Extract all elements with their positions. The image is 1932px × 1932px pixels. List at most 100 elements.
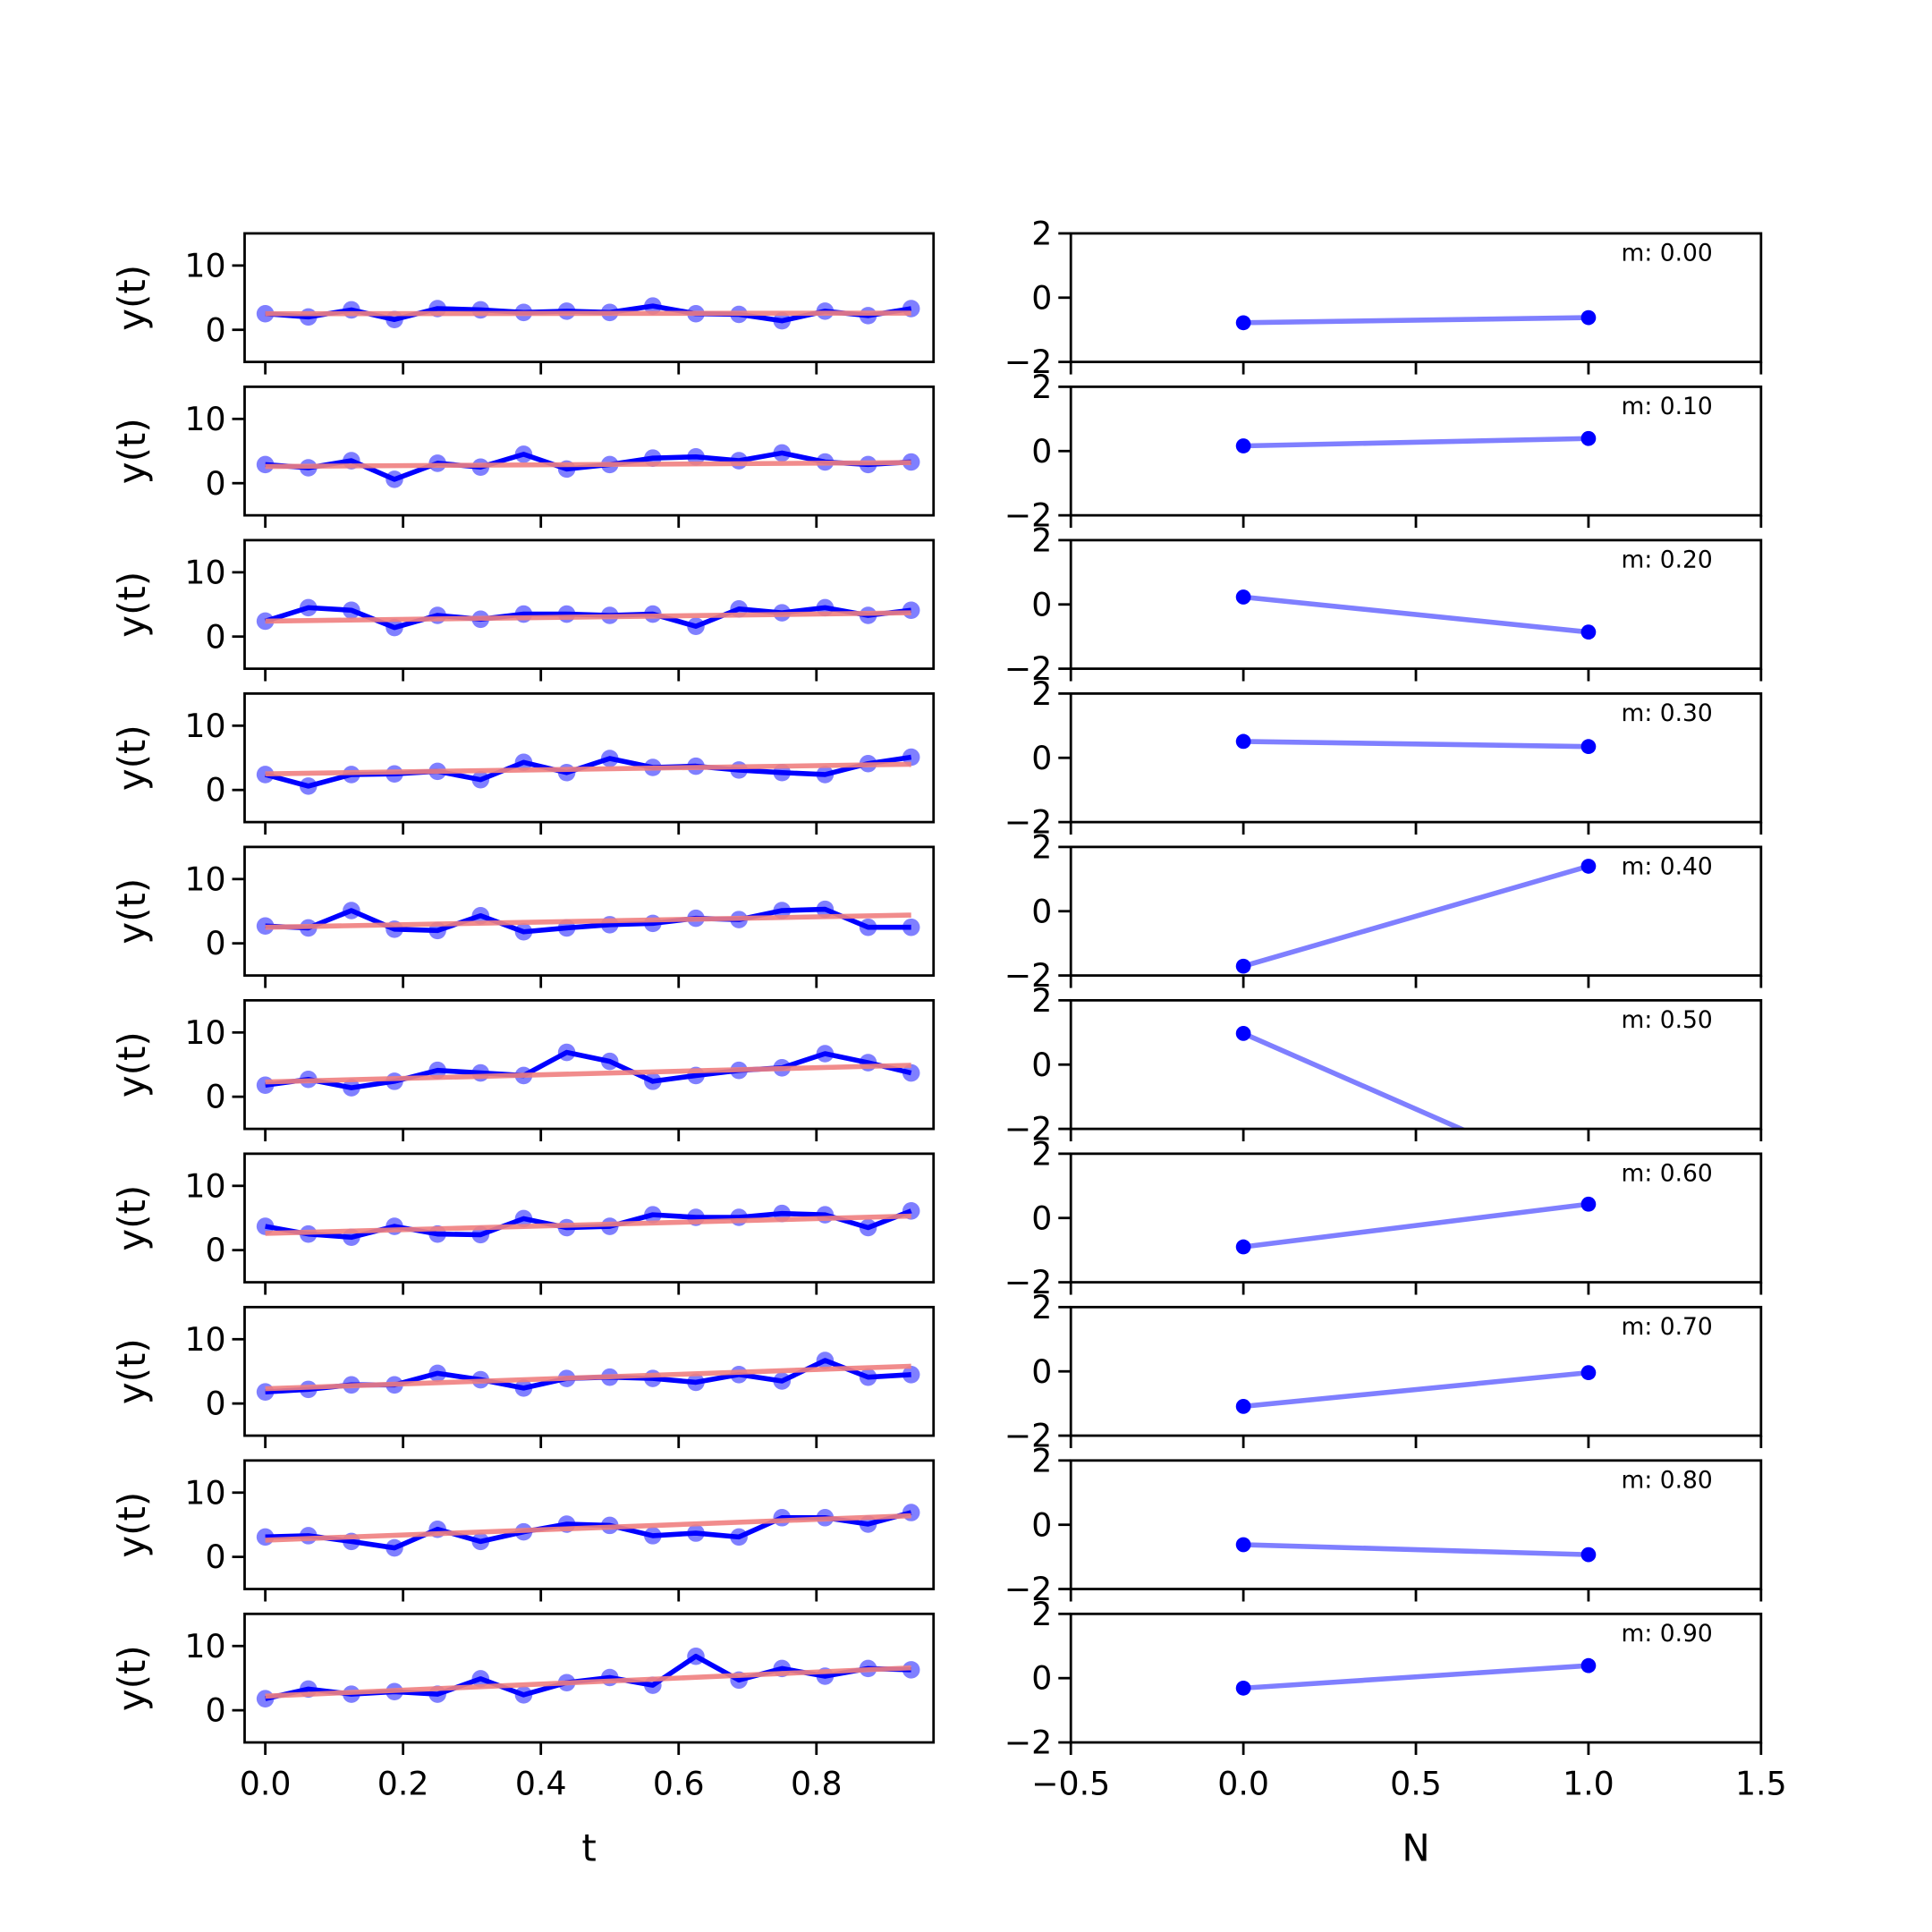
y-tick-label: 10	[184, 1166, 225, 1205]
data-point	[256, 1076, 275, 1094]
y-tick-label: 2	[1031, 1595, 1052, 1633]
annotation: m: 0.70	[1622, 1313, 1713, 1341]
data-point	[687, 617, 705, 635]
data-point	[514, 753, 533, 772]
y-tick-label: 10	[184, 1013, 225, 1052]
y-axis-label: y(t)	[110, 572, 154, 638]
data-line	[1242, 1369, 1589, 1410]
fit-line	[265, 912, 911, 930]
data-line	[1243, 1542, 1589, 1557]
data-point	[256, 766, 275, 784]
y-tick-label: 0	[1031, 585, 1052, 623]
annotation: m: 0.20	[1622, 547, 1713, 574]
plot-area	[1235, 1537, 1597, 1563]
y-tick-label: 0	[205, 924, 225, 962]
annotation: m: 0.40	[1622, 853, 1713, 881]
y-tick-label: 0	[205, 1231, 225, 1269]
data-point	[1580, 1365, 1597, 1381]
data-line	[1243, 315, 1589, 326]
fit-line	[265, 1665, 911, 1699]
data-point	[600, 750, 619, 767]
axes-frame	[243, 1152, 936, 1284]
data-point	[1580, 309, 1597, 326]
data-point	[644, 914, 662, 933]
x-tick-label: 0.5	[1390, 1765, 1442, 1803]
plot-area	[256, 1504, 920, 1557]
y-axis-label: y(t)	[110, 418, 154, 484]
data-point	[471, 770, 490, 789]
data-point	[1235, 438, 1251, 453]
x-tick-label: 0.6	[653, 1765, 705, 1803]
data-point	[514, 445, 533, 463]
y-tick-label: 0	[1031, 892, 1052, 930]
plot-area	[1235, 859, 1597, 974]
y-tick-label: 0	[1031, 1046, 1052, 1084]
plot-area	[256, 1043, 920, 1097]
data-point	[386, 470, 403, 488]
plot-area	[1235, 309, 1597, 331]
axes-frame	[243, 998, 936, 1131]
x-axis-label: N	[1402, 1826, 1429, 1870]
data-point	[1580, 739, 1597, 755]
data-line	[1243, 739, 1589, 750]
data-point	[386, 1072, 403, 1090]
data-point	[471, 1063, 490, 1082]
data-point	[730, 1528, 748, 1546]
data-point	[1235, 958, 1251, 974]
data-point	[299, 777, 318, 795]
axes-frame	[243, 386, 936, 517]
data-point	[299, 1527, 318, 1545]
fit-line	[265, 610, 911, 624]
data-line	[1242, 1201, 1589, 1250]
data-point	[1580, 430, 1597, 446]
data-point	[773, 444, 792, 462]
y-tick-label: −2	[1004, 1263, 1052, 1301]
data-line	[1241, 1030, 1468, 1130]
annotation: m: 0.90	[1622, 1620, 1713, 1648]
data-point	[730, 452, 748, 470]
y-tick-label: −2	[1004, 496, 1052, 535]
data-line	[1242, 594, 1589, 635]
data-point	[1580, 859, 1597, 874]
y-tick-label: 10	[184, 1473, 225, 1512]
data-point	[902, 748, 920, 767]
data-point	[859, 918, 877, 936]
y-tick-label: −2	[1004, 649, 1052, 688]
fit-line	[265, 1513, 911, 1543]
data-point	[644, 1527, 662, 1545]
y-tick-label: 10	[184, 860, 225, 898]
y-tick-label: 0	[1031, 739, 1052, 777]
data-point	[386, 618, 403, 637]
y-tick-label: 0	[1031, 278, 1052, 317]
fit-line	[265, 1063, 911, 1085]
data-point	[687, 1524, 705, 1542]
y-axis-label: y(t)	[110, 1645, 154, 1711]
y-axis-label: y(t)	[110, 265, 154, 331]
plot-area	[256, 748, 920, 795]
data-point	[687, 1647, 705, 1665]
plot-area	[1235, 1365, 1597, 1414]
fit-line	[265, 310, 911, 317]
data-point	[773, 1509, 792, 1527]
y-axis-label: y(t)	[110, 1031, 154, 1097]
annotation: m: 0.80	[1622, 1467, 1713, 1495]
plot-area	[256, 1647, 920, 1707]
annotation: m: 0.60	[1622, 1160, 1713, 1188]
y-axis-label: y(t)	[110, 1492, 154, 1558]
y-tick-label: −2	[1004, 956, 1052, 995]
y-tick-label: 2	[1031, 521, 1052, 559]
plot-area	[1235, 589, 1597, 640]
axes-frame	[243, 1459, 936, 1590]
axes-frame	[243, 845, 936, 977]
x-tick-label: 1.0	[1563, 1765, 1614, 1803]
x-tick-label: 0.4	[515, 1765, 567, 1803]
y-tick-label: 2	[1031, 827, 1052, 866]
data-point	[687, 1373, 705, 1392]
y-tick-label: 0	[1031, 432, 1052, 470]
plot-area	[256, 1202, 920, 1247]
data-point	[514, 922, 533, 941]
data-line	[1242, 863, 1589, 969]
data-point	[1580, 1196, 1597, 1212]
y-tick-label: 0	[205, 310, 225, 349]
data-point	[471, 1225, 490, 1244]
